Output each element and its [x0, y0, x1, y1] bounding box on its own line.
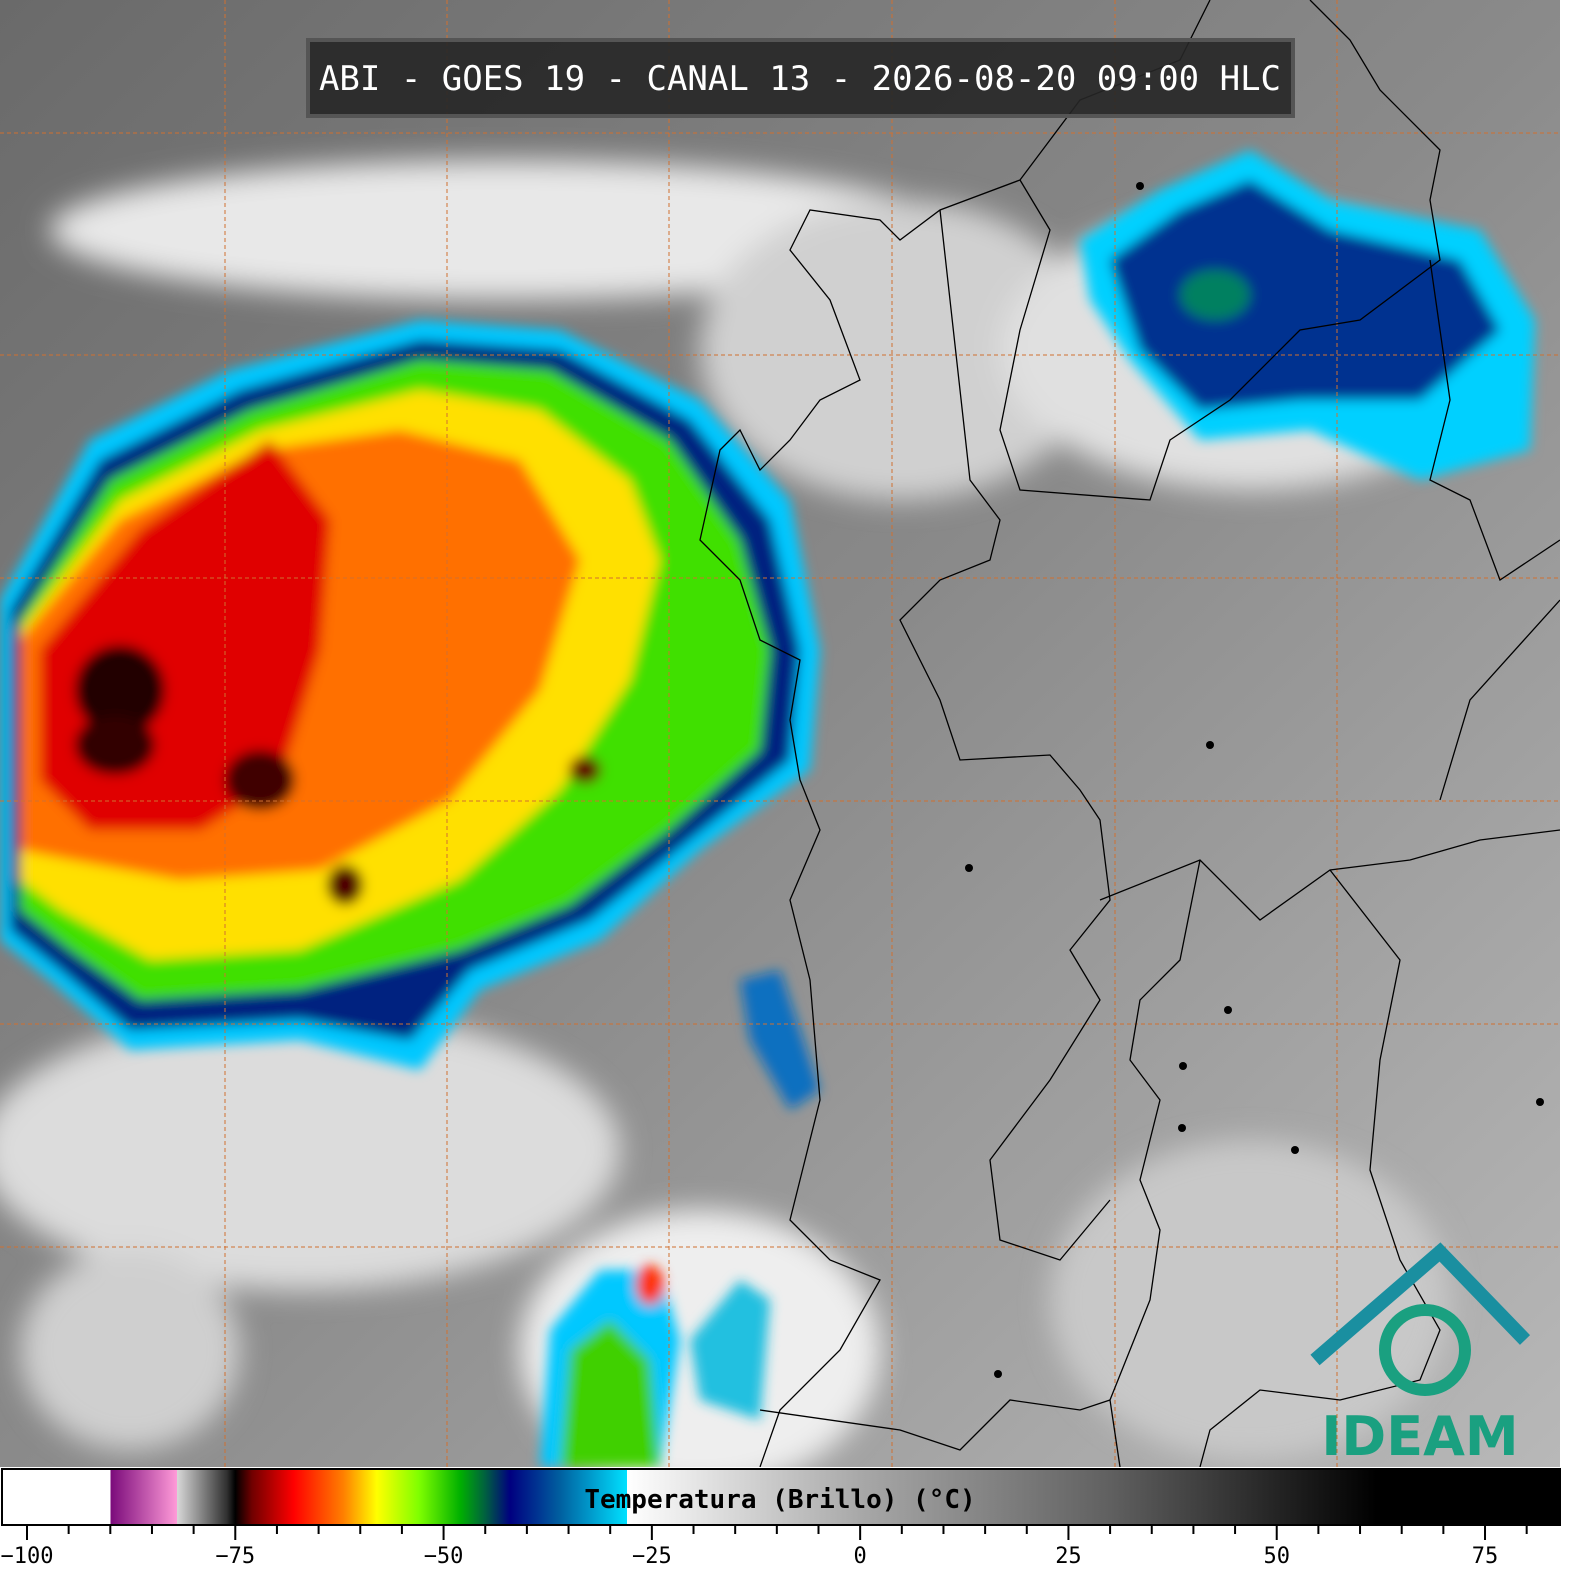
tick-label: −50: [424, 1544, 464, 1569]
storm-northeast: [1080, 150, 1535, 480]
tick-label: 50: [1263, 1544, 1290, 1569]
tick-label: −75: [215, 1544, 255, 1569]
colorbar-title: Temperatura (Brillo) (°C): [584, 1485, 975, 1515]
satellite-map: ABI - GOES 19 - CANAL 13 - 2026-08-20 09…: [0, 0, 1560, 1467]
tick-label: 75: [1472, 1544, 1499, 1569]
logo: IDEAM: [1310, 1242, 1531, 1467]
logo-swirl: [1379, 1304, 1471, 1396]
title: ABI - GOES 19 - CANAL 13 - 2026-08-20 09…: [319, 59, 1281, 99]
logo-roof: [1310, 1242, 1531, 1366]
lat-lon-grid: [0, 0, 1560, 1467]
title-box: [306, 38, 1295, 118]
borders: [699, 0, 1560, 1467]
tick-label: 0: [854, 1544, 867, 1569]
colorbar: Temperatura (Brillo) (°C) −100 −75 −50 −25 0…: [1, 1468, 1561, 1569]
tick-label: −25: [632, 1544, 672, 1569]
colorbar-bar: [1, 1468, 1561, 1526]
tick-label: −100: [1, 1544, 54, 1569]
storm-south: [540, 970, 820, 1467]
tick-label: 25: [1055, 1544, 1082, 1569]
cities: [965, 182, 1544, 1378]
storm-west: [0, 320, 820, 1070]
logo-text: IDEAM: [1321, 1405, 1518, 1467]
